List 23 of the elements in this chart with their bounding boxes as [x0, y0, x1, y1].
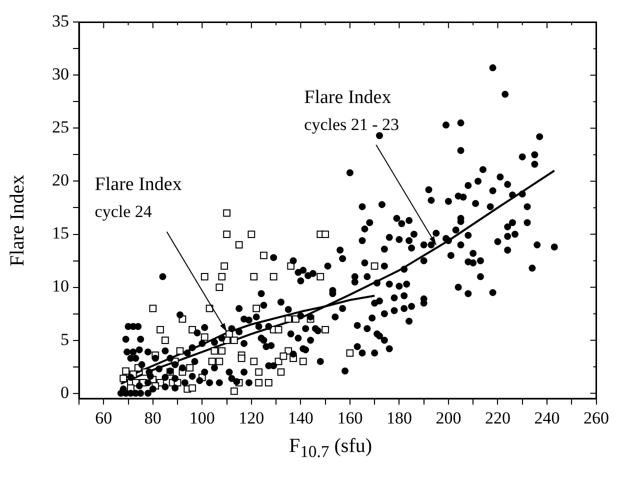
x-tick-label: 200 — [436, 408, 462, 428]
x-tick-label: 120 — [238, 408, 264, 428]
x-tick-label: 240 — [534, 408, 560, 428]
y-tick-label: 25 — [52, 118, 69, 137]
y-tick-label: 15 — [52, 224, 69, 243]
x-tick-label: 60 — [95, 408, 112, 428]
y-tick-label: 35 — [52, 12, 69, 31]
y-tick-label: 30 — [52, 64, 69, 84]
x-tick-label: 100 — [189, 408, 215, 428]
x-axis-title: F$_{10.7}$ (sfu) — [288, 435, 374, 462]
x-tick-label: 140 — [288, 408, 314, 428]
y-tick-label: 20 — [52, 170, 69, 190]
y-tick-label: 10 — [52, 276, 69, 296]
annotation: Flare Index cycles 21 - 23 — [304, 86, 400, 134]
y-axis-title: Flare Index — [6, 174, 30, 266]
annotation: Flare Index cycle 24 — [94, 174, 182, 221]
y-tick-label: 0 — [60, 382, 69, 402]
x-tick-label: 180 — [386, 408, 412, 428]
x-tick-label: 80 — [144, 408, 162, 428]
x-tick-label: 220 — [484, 408, 510, 428]
x-tick-label: 160 — [337, 408, 363, 428]
x-tick-label: 260 — [584, 408, 609, 428]
y-tick-label: 5 — [60, 330, 69, 349]
